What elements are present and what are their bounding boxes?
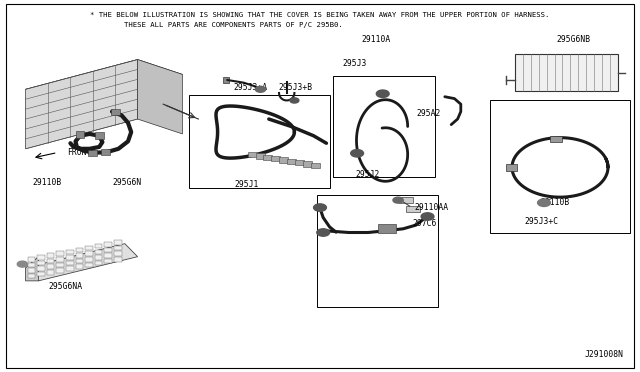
Bar [111, 109, 120, 115]
Circle shape [317, 229, 330, 236]
Circle shape [255, 86, 266, 92]
Text: 29110B: 29110B [541, 198, 570, 207]
Bar [399, 197, 413, 203]
Text: FRONT: FRONT [67, 148, 92, 157]
Bar [114, 251, 122, 256]
Bar [56, 257, 64, 262]
Text: 295G6N: 295G6N [112, 178, 141, 187]
Bar [406, 206, 420, 212]
Bar [66, 255, 74, 260]
Bar [28, 263, 35, 267]
Bar [47, 264, 54, 269]
Text: 295J1: 295J1 [234, 180, 259, 189]
Circle shape [538, 199, 550, 206]
Bar [114, 240, 122, 245]
Text: 297C6: 297C6 [413, 219, 437, 228]
Bar [378, 224, 396, 232]
Bar [37, 272, 45, 276]
Bar [255, 154, 264, 159]
Bar [85, 251, 93, 256]
Bar [490, 100, 630, 232]
Text: 295J3+A: 295J3+A [234, 83, 268, 92]
Polygon shape [26, 257, 38, 281]
Bar [223, 77, 229, 83]
Bar [37, 261, 45, 265]
Bar [104, 253, 112, 258]
Bar [66, 261, 74, 265]
Text: 29110AA: 29110AA [415, 203, 449, 212]
Bar [279, 157, 288, 163]
Bar [303, 161, 312, 167]
Bar [66, 250, 74, 254]
Bar [76, 253, 83, 258]
Bar [311, 163, 320, 168]
Polygon shape [26, 60, 182, 104]
Bar [287, 159, 296, 164]
Bar [28, 268, 35, 273]
Bar [550, 136, 562, 142]
Bar [515, 54, 618, 91]
Polygon shape [26, 60, 138, 149]
Text: 295J2: 295J2 [356, 170, 380, 179]
Text: THESE ALL PARTS ARE COMPONENTS PARTS OF P/C 295B0.: THESE ALL PARTS ARE COMPONENTS PARTS OF … [124, 22, 343, 28]
Text: 295A2: 295A2 [416, 109, 440, 118]
Circle shape [393, 197, 403, 203]
Bar [506, 164, 517, 171]
Bar [76, 131, 84, 138]
Bar [104, 248, 112, 252]
Text: 295J3: 295J3 [342, 59, 367, 68]
Bar [66, 266, 74, 271]
Bar [37, 255, 45, 260]
Circle shape [351, 150, 364, 157]
Bar [114, 246, 122, 250]
Bar [56, 268, 64, 273]
Bar [37, 266, 45, 271]
Text: J291008N: J291008N [585, 350, 624, 359]
Bar [95, 244, 102, 248]
Circle shape [290, 98, 299, 103]
Bar [28, 274, 35, 278]
Bar [28, 257, 35, 262]
Bar [104, 242, 112, 247]
Bar [85, 246, 93, 250]
Bar [104, 259, 112, 263]
Bar [95, 250, 102, 254]
Bar [85, 257, 93, 262]
Bar [85, 263, 93, 267]
Circle shape [421, 213, 434, 220]
Polygon shape [138, 60, 182, 134]
Bar [264, 155, 273, 160]
Text: 295J3+C: 295J3+C [525, 217, 559, 226]
Bar [47, 270, 54, 275]
Circle shape [314, 204, 326, 211]
Text: 295J3+B: 295J3+B [278, 83, 312, 92]
Bar [95, 261, 102, 265]
Bar [76, 264, 83, 269]
Bar [76, 259, 83, 263]
Bar [95, 132, 104, 139]
Text: 295G6NB: 295G6NB [557, 35, 591, 44]
Text: * THE BELOW ILLUSTRATION IS SHOWING THAT THE COVER IS BEING TAKEN AWAY FROM THE : * THE BELOW ILLUSTRATION IS SHOWING THAT… [90, 12, 550, 18]
Circle shape [17, 261, 28, 267]
Bar [317, 195, 438, 307]
Bar [189, 95, 330, 188]
Text: 295G6NA: 295G6NA [48, 282, 82, 291]
Circle shape [376, 90, 389, 97]
Bar [47, 253, 54, 258]
Bar [271, 156, 280, 161]
Text: 29110A: 29110A [362, 35, 391, 44]
Bar [76, 248, 83, 252]
Bar [56, 263, 64, 267]
Bar [114, 257, 122, 262]
Bar [56, 251, 64, 256]
Bar [295, 160, 304, 165]
Polygon shape [26, 244, 138, 281]
Bar [88, 150, 97, 156]
Bar [95, 255, 102, 260]
Bar [333, 76, 435, 177]
Bar [101, 149, 110, 155]
Bar [47, 259, 54, 263]
Text: 29110B: 29110B [32, 178, 61, 187]
Bar [248, 152, 257, 157]
